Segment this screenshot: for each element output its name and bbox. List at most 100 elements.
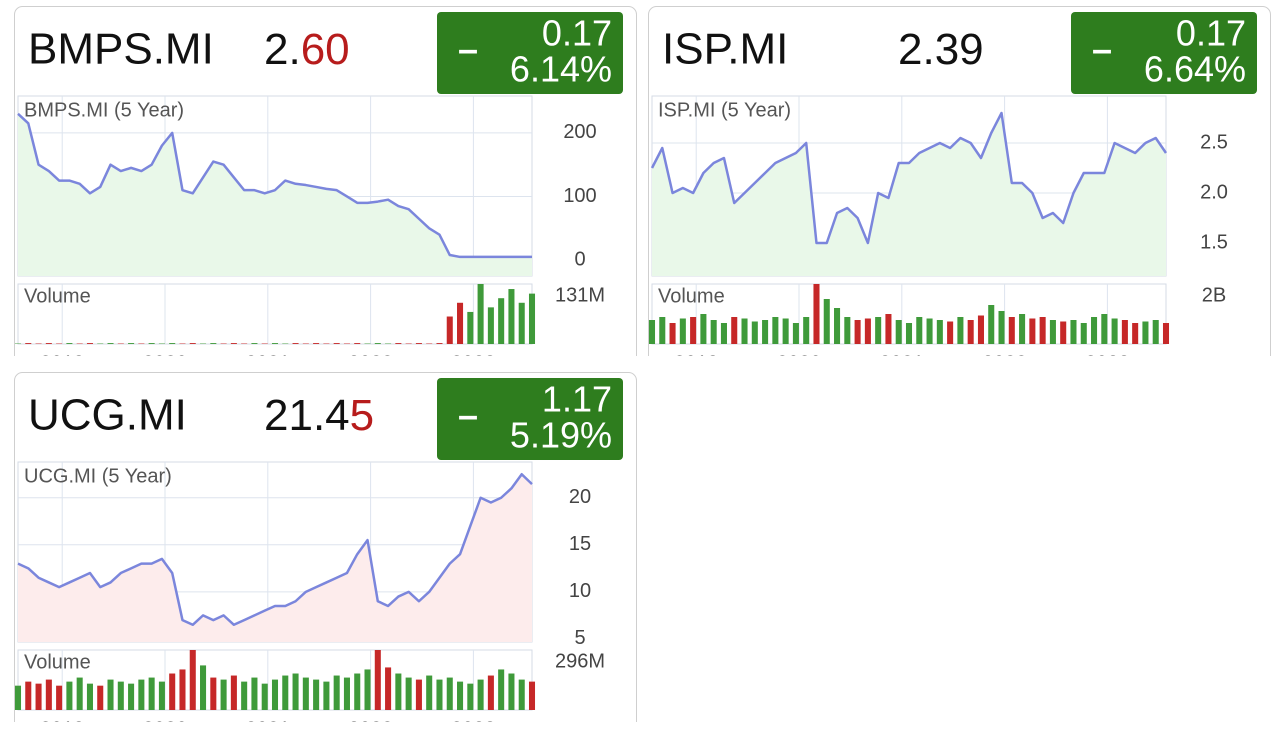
- y-tick-label: 1.5: [1200, 231, 1228, 253]
- x-tick-label: 2021: [246, 352, 291, 374]
- volume-bar: [1091, 317, 1097, 344]
- x-tick-label: 2021: [246, 718, 291, 740]
- volume-bar: [834, 308, 840, 344]
- volume-bar: [25, 343, 31, 344]
- x-tick-label: 2020: [143, 718, 188, 740]
- volume-bar: [1040, 317, 1046, 344]
- volume-bar: [1050, 320, 1056, 344]
- volume-bar: [190, 650, 196, 710]
- volume-bar: [107, 680, 113, 710]
- x-tick-label: 2022: [982, 352, 1027, 374]
- volume-bar: [1122, 320, 1128, 344]
- volume-bar: [251, 343, 257, 344]
- volume-bar: [344, 678, 350, 710]
- volume-title: Volume: [658, 285, 725, 307]
- volume-bar: [529, 682, 535, 710]
- volume-bar: [179, 669, 185, 710]
- volume-bar: [957, 317, 963, 344]
- volume-bar: [1153, 320, 1159, 344]
- volume-bar: [978, 316, 984, 345]
- x-tick-label: 2022: [348, 352, 393, 374]
- volume-tick-label: 131M: [555, 284, 605, 306]
- x-tick-label: 2019: [40, 718, 85, 740]
- ticker: BMPS.MI: [28, 25, 214, 74]
- volume-bar: [947, 322, 953, 345]
- volume-bar: [169, 674, 175, 710]
- y-tick-label: 2.5: [1200, 131, 1228, 153]
- volume-bar: [395, 343, 401, 344]
- y-tick-label: 15: [569, 533, 591, 555]
- volume-bar: [364, 669, 370, 710]
- volume-bar: [752, 322, 758, 345]
- volume-bar: [885, 314, 891, 344]
- volume-bar: [721, 323, 727, 344]
- volume-panel: [18, 284, 532, 344]
- change-sign: –: [458, 395, 478, 436]
- volume-bar: [1132, 323, 1138, 344]
- volume-bar: [711, 320, 717, 344]
- volume-bar: [354, 674, 360, 710]
- y-tick-label: 2.0: [1200, 181, 1228, 203]
- volume-bar: [293, 343, 299, 344]
- volume-bar: [436, 680, 442, 710]
- volume-bar: [1142, 322, 1148, 345]
- volume-bar: [478, 284, 484, 344]
- volume-bar: [508, 674, 514, 710]
- x-tick-label: 2019: [674, 352, 719, 374]
- ticker: ISP.MI: [662, 25, 788, 74]
- volume-bar: [303, 678, 309, 710]
- volume-bar: [680, 319, 686, 345]
- volume-bar: [447, 678, 453, 710]
- y-tick-label: 200: [563, 121, 596, 143]
- volume-bar: [803, 317, 809, 344]
- volume-tick-label: 296M: [555, 650, 605, 672]
- volume-bar: [56, 686, 62, 710]
- x-tick-label: 2022: [348, 718, 393, 740]
- volume-bar: [66, 343, 72, 344]
- chart-title: BMPS.MI (5 Year): [24, 99, 184, 121]
- change-percent: 6.14%: [510, 49, 612, 90]
- volume-bar: [1009, 317, 1015, 344]
- volume-bar: [313, 343, 319, 344]
- price-main: 2.: [264, 25, 301, 74]
- volume-bar: [436, 343, 442, 344]
- volume-bar: [731, 317, 737, 344]
- volume-bar: [998, 311, 1004, 344]
- volume-bar: [659, 317, 665, 344]
- volume-bar: [772, 317, 778, 344]
- volume-bar: [783, 319, 789, 345]
- volume-bar: [241, 682, 247, 710]
- y-tick-label: 0: [574, 248, 585, 270]
- volume-bar: [66, 682, 72, 710]
- volume-bar: [1081, 323, 1087, 344]
- volume-bar: [200, 665, 206, 710]
- volume-title: Volume: [24, 285, 91, 307]
- volume-bar: [323, 682, 329, 710]
- volume-bar: [262, 684, 268, 710]
- volume-bar: [87, 343, 93, 344]
- volume-bar: [1060, 322, 1066, 345]
- volume-bar: [467, 312, 473, 344]
- y-tick-label: 20: [569, 486, 591, 508]
- price-main: 2.39: [898, 25, 984, 74]
- volume-bar: [251, 678, 257, 710]
- volume-bar: [293, 674, 299, 710]
- volume-bar: [519, 303, 525, 344]
- volume-bar: [395, 674, 401, 710]
- change-sign: –: [458, 29, 478, 70]
- volume-bar: [272, 680, 278, 710]
- volume-bar: [1112, 319, 1118, 345]
- volume-bar: [700, 314, 706, 344]
- price-changed: 60: [301, 25, 350, 74]
- volume-bar: [36, 684, 42, 710]
- volume-bar: [916, 317, 922, 344]
- x-tick-label: 2023: [451, 718, 496, 740]
- volume-bar: [478, 680, 484, 710]
- price-changed: 5: [350, 391, 374, 440]
- volume-bar: [118, 682, 124, 710]
- change-value: 0.17: [542, 13, 612, 54]
- volume-bar: [426, 676, 432, 710]
- volume-bar: [221, 680, 227, 710]
